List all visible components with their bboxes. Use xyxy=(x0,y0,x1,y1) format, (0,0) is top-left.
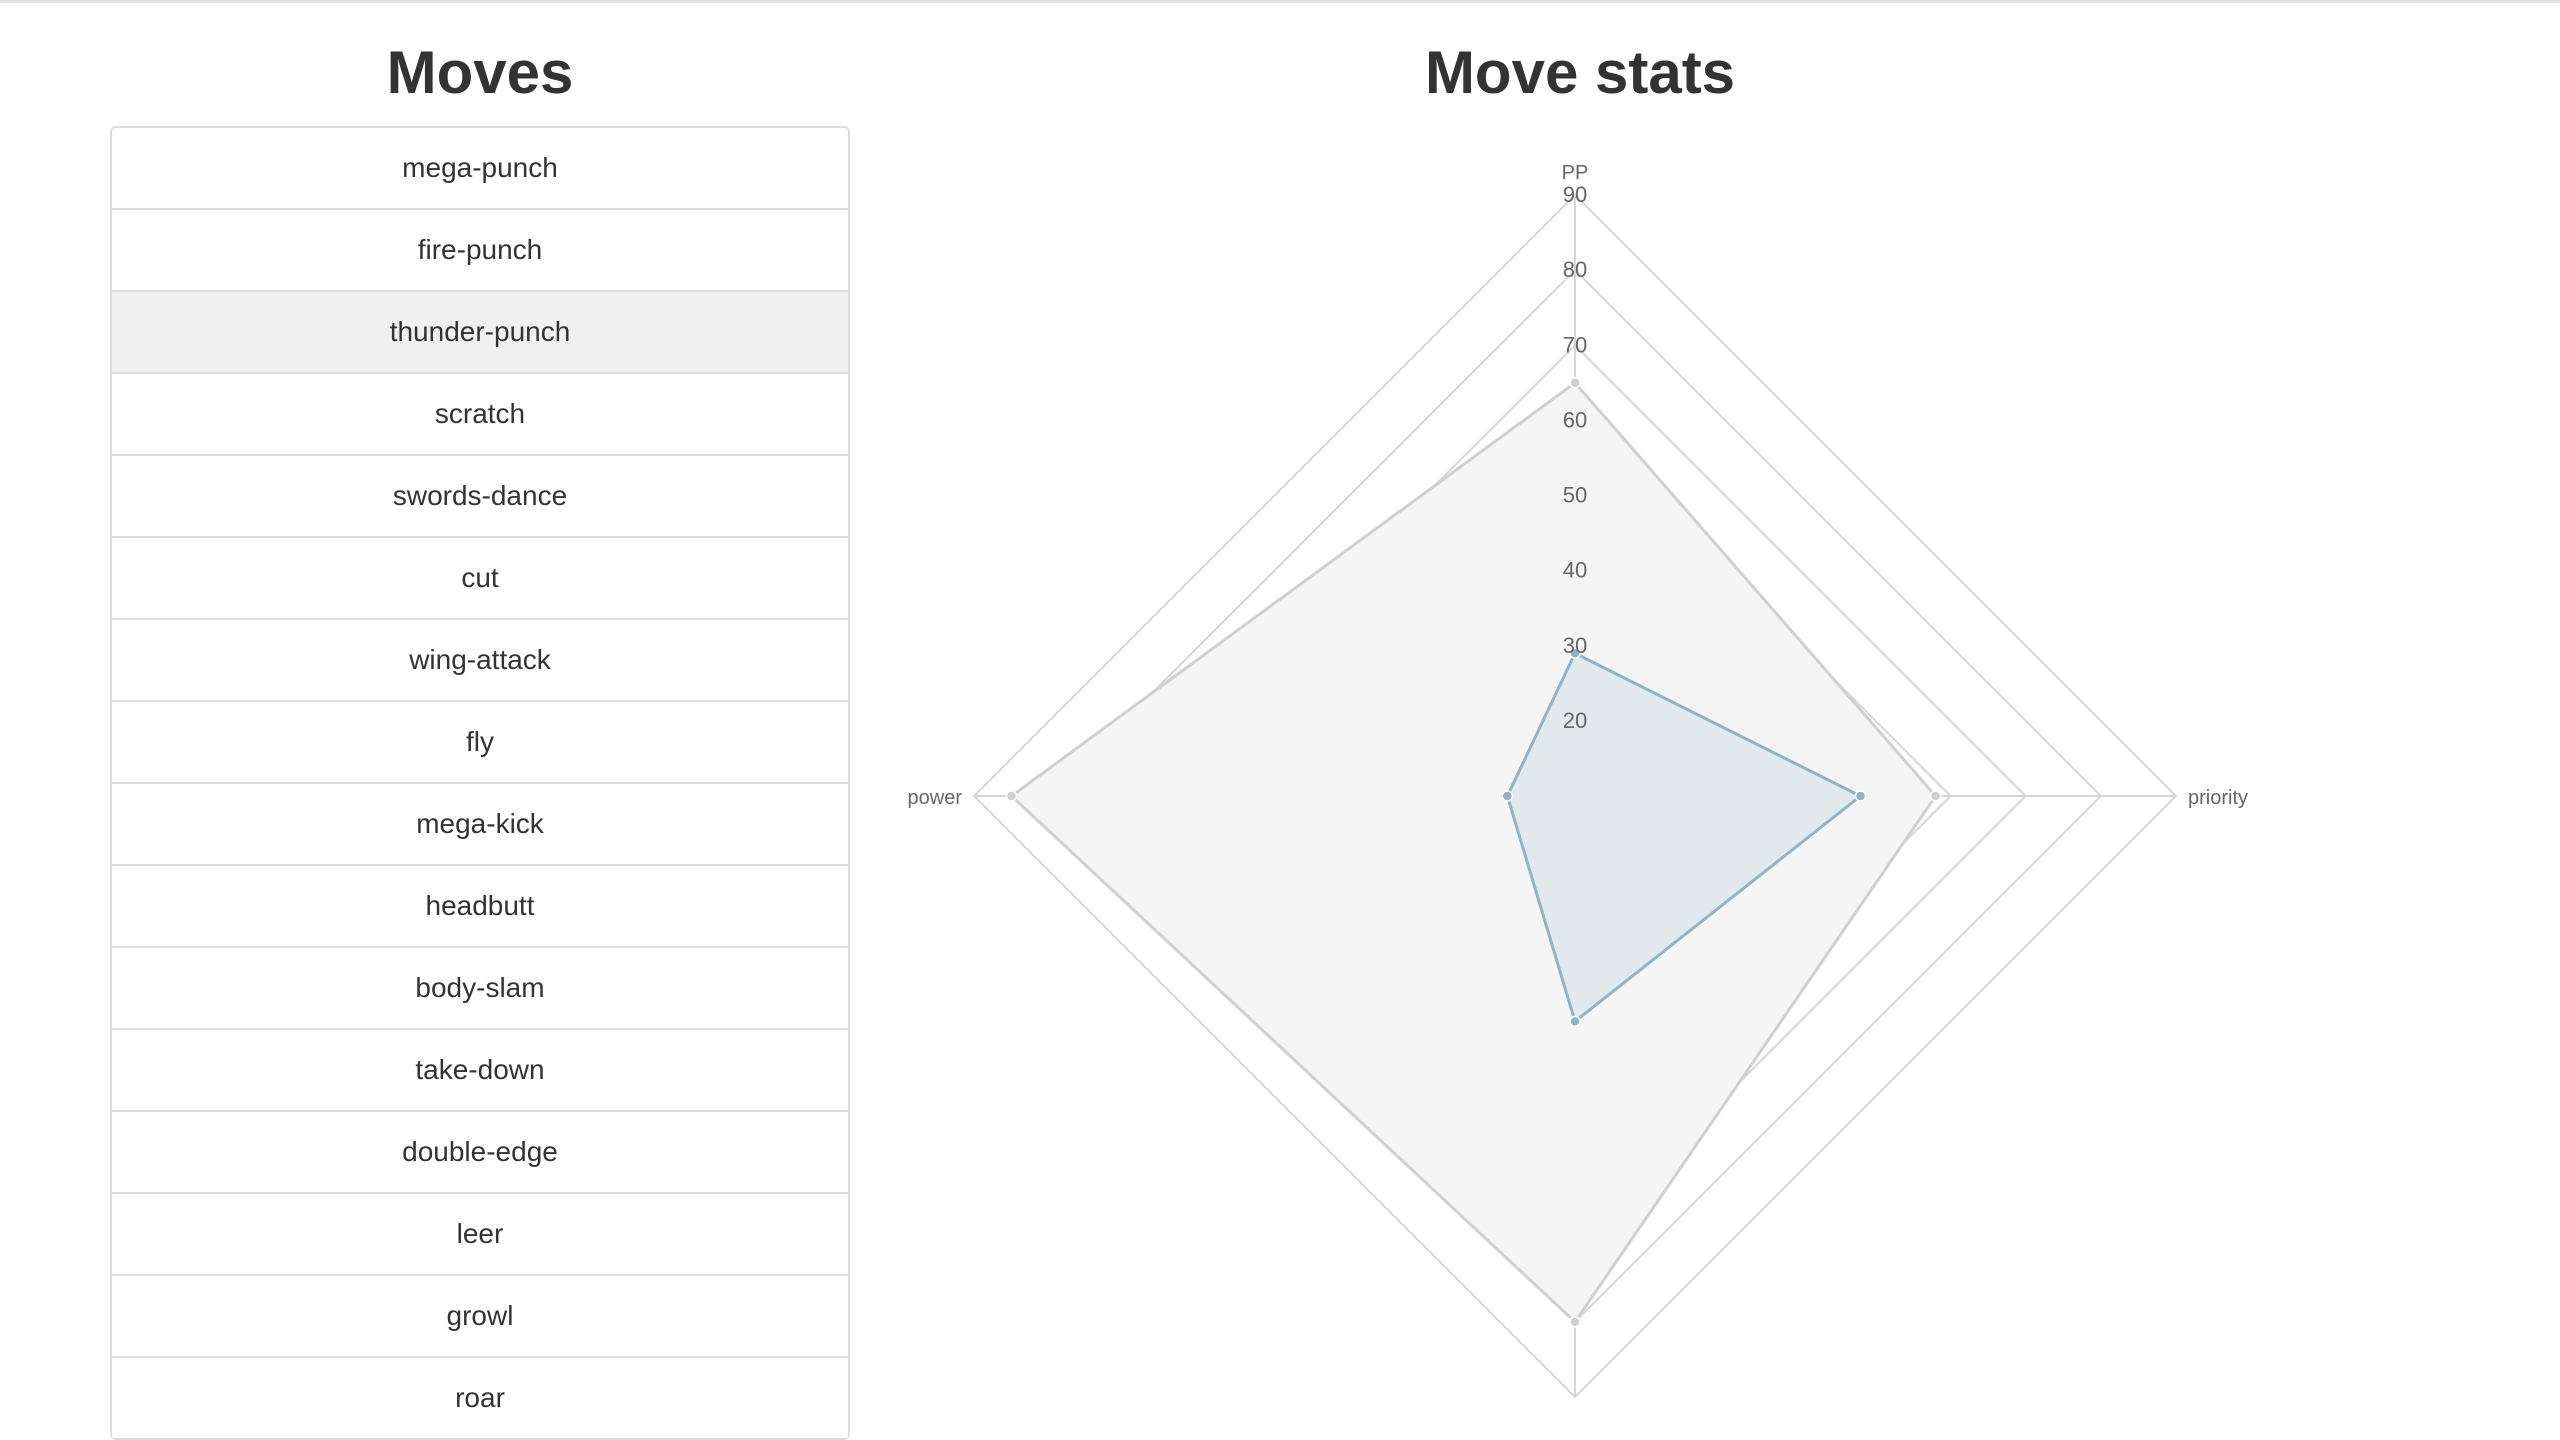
radar-tick-label: 50 xyxy=(1563,483,1587,508)
radar-tick-label: 30 xyxy=(1563,633,1587,658)
move-list-item[interactable]: roar xyxy=(112,1358,848,1440)
move-list-item[interactable]: mega-kick xyxy=(112,784,848,866)
radar-tick-label: 80 xyxy=(1563,257,1587,282)
radar-axis-label: power xyxy=(908,787,963,809)
move-list-item[interactable]: thunder-punch xyxy=(112,292,848,374)
radar-data-point xyxy=(1854,790,1867,802)
radar-tick-label: 40 xyxy=(1563,558,1587,583)
radar-tick-label: 70 xyxy=(1563,332,1587,357)
move-list-item[interactable]: scratch xyxy=(112,374,848,456)
radar-data-point xyxy=(1005,790,1018,802)
radar-tick-label: 90 xyxy=(1563,182,1587,207)
move-list-item[interactable]: body-slam xyxy=(112,948,848,1030)
radar-data-point xyxy=(1569,377,1581,389)
moves-list: mega-punch fire-punch thunder-punch scratch… xyxy=(110,126,850,1440)
move-list-item[interactable]: wing-attack xyxy=(112,620,848,702)
move-list-item[interactable]: headbutt xyxy=(112,866,848,948)
move-list-item[interactable]: cut xyxy=(112,538,848,620)
moves-panel: Moves mega-punch fire-punch thunder-punch s… xyxy=(110,30,850,1440)
radar-series-area xyxy=(1009,380,1938,1325)
radar-tick-label: 20 xyxy=(1563,708,1587,733)
move-list-item[interactable]: fire-punch xyxy=(112,210,848,292)
radar-grid-ring xyxy=(972,193,2178,1399)
radar-grid-ring xyxy=(1197,418,1953,1174)
radar-grid-ring xyxy=(1273,494,1877,1098)
radar-grid-ring xyxy=(1498,719,1652,873)
radar-tick-label: 60 xyxy=(1563,407,1587,432)
radar-data-point xyxy=(1501,790,1514,802)
move-list-item[interactable]: swords-dance xyxy=(112,456,848,538)
move-list-item[interactable]: leer xyxy=(112,1194,848,1276)
radar-data-point xyxy=(1569,1015,1581,1028)
moves-title: Moves xyxy=(386,39,574,106)
radar-axis-label: PP xyxy=(1562,162,1589,184)
move-list-item[interactable]: take-down xyxy=(112,1030,848,1112)
move-list-item[interactable]: mega-punch xyxy=(112,128,848,210)
radar-data-point xyxy=(1569,647,1581,660)
move-list-item[interactable]: growl xyxy=(112,1276,848,1358)
radar-series-area xyxy=(1505,651,1864,1024)
stats-title: Move stats xyxy=(1424,39,1736,106)
radar-data-point xyxy=(1569,1316,1581,1328)
stats-panel: Move stats xyxy=(860,30,2300,116)
radar-grid-ring xyxy=(1047,268,2103,1324)
radar-grid-ring xyxy=(1122,343,2028,1249)
move-list-item[interactable]: double-edge xyxy=(112,1112,848,1194)
radar-grid-ring xyxy=(1423,644,1727,948)
radar-axis-label: priority xyxy=(2188,787,2248,809)
top-border xyxy=(0,0,2560,3)
radar-grid-ring xyxy=(1348,569,1802,1023)
radar-data-point xyxy=(1929,790,1942,802)
move-list-item[interactable]: fly xyxy=(112,702,848,784)
